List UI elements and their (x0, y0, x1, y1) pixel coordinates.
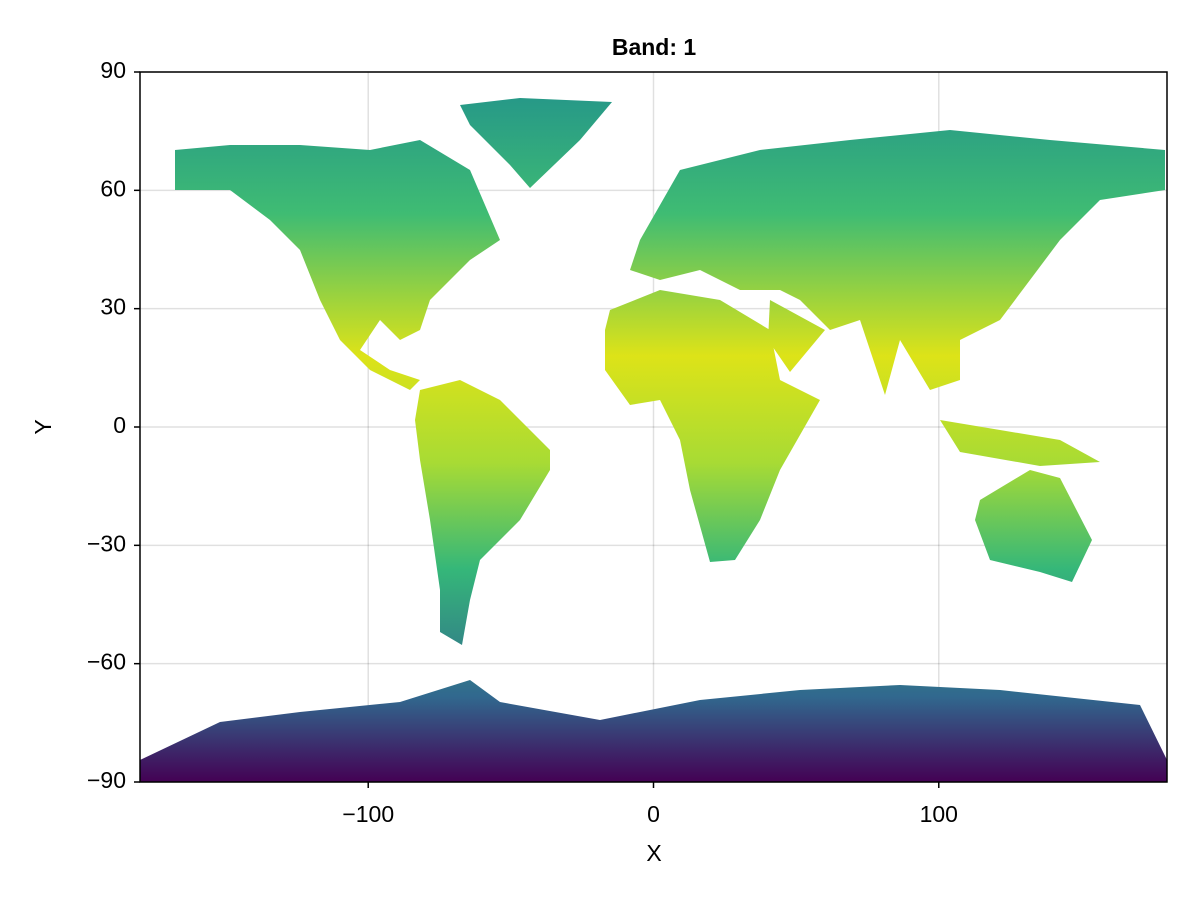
land-antarctica (140, 680, 1167, 782)
y-tick-label: 90 (100, 57, 126, 83)
chart-title: Band: 1 (612, 34, 697, 60)
y-axis-label: Y (30, 419, 56, 434)
map-land (140, 98, 1167, 782)
y-tick-label: 60 (100, 175, 126, 201)
land-australia (975, 470, 1092, 582)
y-tick-label: −90 (87, 767, 126, 793)
x-axis-label: X (646, 840, 661, 866)
land-arabia (768, 300, 825, 372)
y-tick-label: 30 (100, 294, 126, 320)
y-tick-label: −60 (87, 649, 126, 675)
land-eurasia (630, 130, 1165, 395)
land-indonesia (940, 420, 1100, 466)
x-tick-label: 0 (647, 801, 660, 827)
x-tick-label: −100 (342, 801, 394, 827)
land-south-america (415, 380, 550, 645)
land-greenland (460, 98, 612, 188)
x-tick-label: 100 (920, 801, 958, 827)
y-tick-label: 0 (113, 412, 126, 438)
y-tick-label: −30 (87, 530, 126, 556)
land-north-america (175, 140, 500, 390)
land-africa (605, 290, 820, 562)
